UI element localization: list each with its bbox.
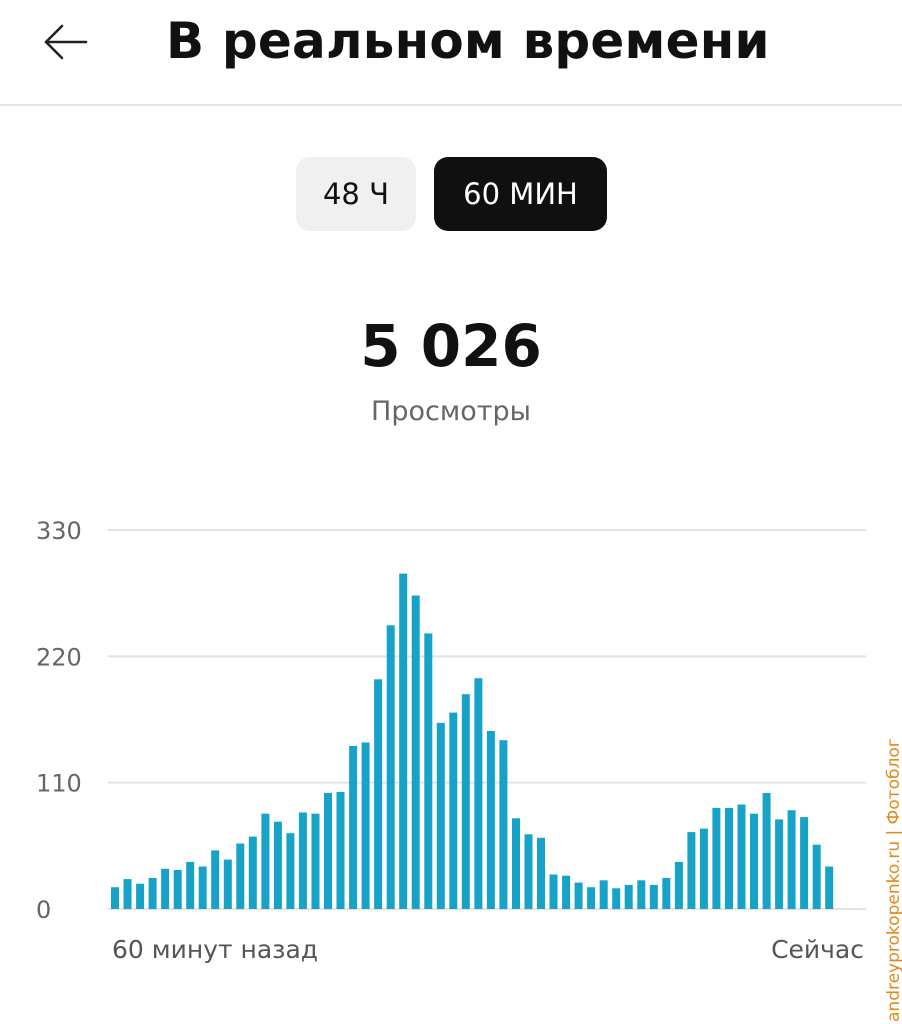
chart-bar[interactable] <box>762 793 771 909</box>
chart-bar[interactable] <box>712 807 721 909</box>
chart-bar[interactable] <box>286 833 295 909</box>
arrow-left-icon <box>44 24 88 60</box>
chart-bar[interactable] <box>800 817 809 909</box>
chart-bar[interactable] <box>474 678 483 909</box>
chart-bar[interactable] <box>574 882 583 909</box>
views-count: 5 026 <box>360 312 542 380</box>
chart-bar[interactable] <box>349 745 358 909</box>
chart-bar[interactable] <box>662 878 671 909</box>
chart-bar[interactable] <box>198 866 207 910</box>
page-title: В реальном времени <box>166 12 770 70</box>
chart-bar[interactable] <box>449 712 458 909</box>
chart-bar[interactable] <box>512 818 520 909</box>
chart-bar[interactable] <box>825 866 834 910</box>
chart-bar[interactable] <box>499 740 508 909</box>
y-tick-label: 0 <box>36 896 51 924</box>
chart-bar[interactable] <box>524 834 533 909</box>
chart-bar[interactable] <box>236 843 245 910</box>
chart-bar[interactable] <box>562 875 571 909</box>
app-header: В реальном времени <box>0 0 902 106</box>
chart-bar[interactable] <box>336 791 345 909</box>
x-end-label: Сейчас <box>771 935 864 964</box>
chart-bar[interactable] <box>637 880 646 909</box>
x-start-label: 60 минут назад <box>112 935 319 964</box>
chart-bar[interactable] <box>261 813 270 909</box>
chart-bar[interactable] <box>424 633 433 909</box>
y-tick-label: 220 <box>36 643 82 671</box>
chart-bar[interactable] <box>161 868 170 909</box>
chart-bar[interactable] <box>148 878 157 909</box>
chart-bar[interactable] <box>173 870 182 909</box>
chart-bar[interactable] <box>750 813 758 909</box>
chart-bar[interactable] <box>136 883 145 909</box>
chart-bar[interactable] <box>725 807 733 909</box>
chart-bar[interactable] <box>298 812 307 910</box>
chart-bar[interactable] <box>775 819 784 909</box>
y-tick-label: 330 <box>36 517 82 545</box>
chart-bar[interactable] <box>411 595 420 910</box>
chart-bar[interactable] <box>361 742 370 910</box>
chart-bar[interactable] <box>649 884 658 909</box>
chart-bar[interactable] <box>674 861 683 909</box>
chart-bar[interactable] <box>311 813 320 909</box>
back-button[interactable] <box>40 20 92 64</box>
tab-60-minutes[interactable]: 60 МИН <box>434 157 607 231</box>
chart-bar[interactable] <box>324 793 332 909</box>
chart-bar[interactable] <box>186 861 195 909</box>
chart-bar[interactable] <box>612 888 621 909</box>
chart-bar[interactable] <box>624 884 633 909</box>
chart-bar[interactable] <box>687 832 696 909</box>
chart-bar[interactable] <box>599 880 608 909</box>
chart-bar[interactable] <box>787 810 796 909</box>
tab-48-hours[interactable]: 48 Ч <box>296 157 416 231</box>
chart-bar[interactable] <box>549 874 558 910</box>
chart-bar[interactable] <box>587 887 596 909</box>
chart-bar[interactable] <box>699 828 708 909</box>
chart-bar[interactable] <box>737 804 746 910</box>
chart-bar[interactable] <box>461 694 470 909</box>
chart-bar[interactable] <box>273 821 282 909</box>
chart-bar[interactable] <box>812 844 821 909</box>
chart-bar[interactable] <box>399 573 408 909</box>
chart-bar[interactable] <box>436 722 445 909</box>
chart-bar[interactable] <box>223 859 232 909</box>
chart-bar[interactable] <box>123 879 132 909</box>
chart-bar[interactable] <box>111 887 119 909</box>
chart-bar[interactable] <box>211 850 220 909</box>
views-label: Просмотры <box>371 396 531 427</box>
views-bar-chart: 0 110 220 330 <box>36 517 866 924</box>
y-tick-label: 110 <box>36 770 82 798</box>
chart-bar[interactable] <box>374 679 383 909</box>
chart-bar[interactable] <box>537 837 545 909</box>
header-divider <box>0 104 902 106</box>
chart-bar[interactable] <box>486 731 495 909</box>
chart-bar[interactable] <box>386 625 395 909</box>
chart-bar[interactable] <box>248 836 257 909</box>
watermark-text: andreyprokopenko.ru | Фотоблог <box>884 738 902 1022</box>
